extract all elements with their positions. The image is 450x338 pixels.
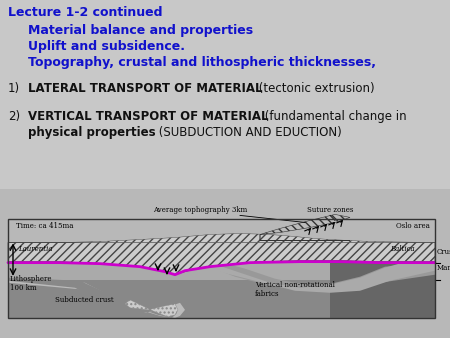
Text: Suture zones: Suture zones: [307, 207, 353, 214]
Text: Baltica: Baltica: [390, 245, 414, 252]
Text: Crust: Crust: [437, 247, 450, 256]
Text: Laurentia: Laurentia: [18, 245, 53, 252]
Polygon shape: [125, 300, 178, 317]
Polygon shape: [8, 263, 435, 280]
Text: Average tophography 3km: Average tophography 3km: [153, 207, 247, 214]
Text: LATERAL TRANSPORT OF MATERIAL: LATERAL TRANSPORT OF MATERIAL: [28, 82, 262, 95]
Text: (tectonic extrusion): (tectonic extrusion): [255, 82, 374, 95]
Text: physical properties: physical properties: [28, 126, 156, 139]
Polygon shape: [205, 260, 435, 293]
Text: (SUBDUCTION AND EDUCTION): (SUBDUCTION AND EDUCTION): [155, 126, 342, 139]
Text: Uplift and subsidence.: Uplift and subsidence.: [28, 40, 185, 53]
Text: Lecture 1-2 continued: Lecture 1-2 continued: [8, 6, 162, 19]
Bar: [8, 219, 435, 318]
Text: VERTICAL TRANSPORT OF MATERIAL: VERTICAL TRANSPORT OF MATERIAL: [28, 110, 269, 123]
Text: Vertical non-rotational
fabrics: Vertical non-rotational fabrics: [255, 281, 335, 298]
Text: Mantle: Mantle: [437, 264, 450, 272]
Polygon shape: [8, 280, 185, 318]
Text: Subducted crust: Subducted crust: [55, 296, 113, 304]
Text: Lithosphere
100 km: Lithosphere 100 km: [10, 275, 53, 292]
Polygon shape: [8, 278, 177, 318]
Polygon shape: [210, 261, 435, 291]
Text: (fundamental change in: (fundamental change in: [261, 110, 407, 123]
Text: 1): 1): [8, 82, 20, 95]
Text: Material balance and properties: Material balance and properties: [28, 24, 253, 37]
Text: Time: ca 415ma: Time: ca 415ma: [16, 222, 73, 231]
Polygon shape: [0, 189, 450, 338]
Text: 2): 2): [8, 110, 20, 123]
Text: Oslo area: Oslo area: [396, 222, 430, 231]
Polygon shape: [260, 214, 350, 241]
Polygon shape: [330, 255, 435, 318]
Polygon shape: [8, 278, 435, 318]
Polygon shape: [8, 234, 435, 243]
Text: Topography, crustal and lithospheric thicknesses,: Topography, crustal and lithospheric thi…: [28, 56, 376, 69]
Polygon shape: [8, 243, 435, 275]
